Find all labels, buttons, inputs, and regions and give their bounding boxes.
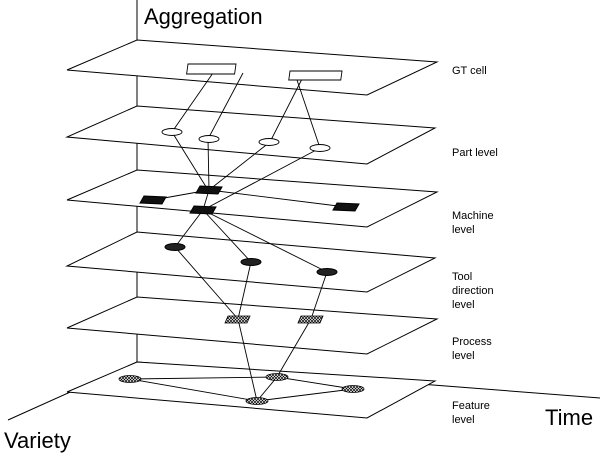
process-nodes xyxy=(224,315,324,324)
part-node xyxy=(161,128,183,136)
gt-cell-nodes xyxy=(186,63,343,81)
plane-gt-cell xyxy=(66,39,439,96)
plane-feature xyxy=(66,361,437,419)
feature-links xyxy=(129,376,354,402)
feature-node xyxy=(118,375,142,383)
feature-node xyxy=(245,397,269,405)
level-label-part: Part level xyxy=(452,147,498,159)
plane-process xyxy=(66,296,439,355)
feature-nodes xyxy=(118,373,365,405)
part-node xyxy=(198,135,220,143)
process-node xyxy=(297,315,324,324)
plane-part xyxy=(65,105,437,165)
hierarchy-links xyxy=(152,72,347,402)
machine-nodes xyxy=(139,185,360,215)
process-node xyxy=(224,315,251,324)
part-node xyxy=(258,138,280,146)
level-labels: GT cell Part level Machine level Tool di… xyxy=(452,65,498,426)
tool-direction-node xyxy=(240,258,262,266)
machine-node xyxy=(195,185,223,195)
machine-node xyxy=(189,205,217,215)
level-label-gt-cell: GT cell xyxy=(452,65,487,77)
feature-node xyxy=(265,373,289,381)
part-node xyxy=(309,144,331,152)
machine-node xyxy=(332,202,360,212)
level-label-process: Process level xyxy=(452,336,495,362)
tool-direction-nodes xyxy=(164,243,338,276)
level-label-machine: Machine level xyxy=(452,210,497,236)
level-label-feature: Feature level xyxy=(452,400,493,426)
plane-machine xyxy=(66,169,439,228)
machine-node xyxy=(139,195,167,205)
aggregation-label: Aggregation xyxy=(144,4,263,29)
variety-label: Variety xyxy=(4,428,71,453)
gt-cell-node xyxy=(288,70,343,81)
feature-node xyxy=(341,385,365,393)
part-nodes xyxy=(161,128,331,152)
level-label-tool-direction: Tool direction level xyxy=(452,271,497,311)
gt-cell-node xyxy=(186,63,237,75)
time-label: Time xyxy=(545,405,593,430)
tool-direction-node xyxy=(316,268,338,276)
tool-direction-node xyxy=(164,243,186,251)
